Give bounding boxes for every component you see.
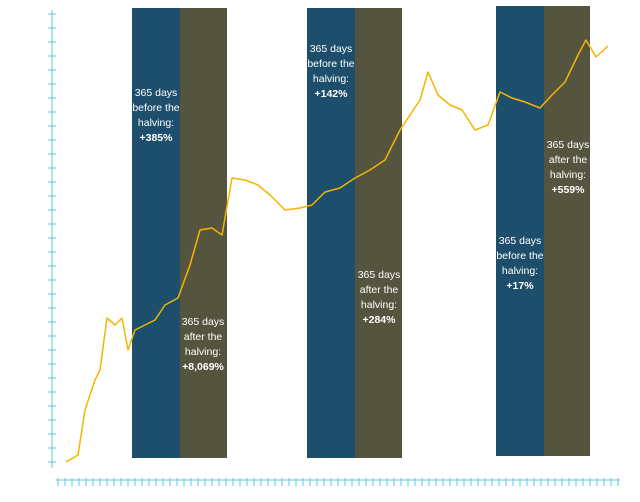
annotation: 365 days after the halving: +8,069% [174,315,232,375]
after-band [544,6,590,456]
after-band [355,8,402,458]
before-band [307,8,355,458]
annotation-value: +142% [314,88,348,100]
annotation-value: +559% [551,184,585,196]
annotation-text: 365 days after the halving: [546,139,590,181]
annotation-text: 365 days before the halving: [307,43,355,85]
annotation-text: 365 days before the halving: [496,235,544,277]
annotation: 365 days before the halving: +142% [306,42,356,102]
annotation-value: +17% [506,280,534,292]
annotation-value: +8,069% [182,361,224,373]
annotation-value: +284% [362,314,396,326]
before-band [132,8,180,458]
annotation-text: 365 days after the halving: [181,316,225,358]
annotation-text: 365 days before the halving: [132,87,180,129]
annotation: 365 days before the halving: +17% [495,234,545,294]
before-band [496,6,544,456]
annotation: 365 days after the halving: +284% [354,268,404,328]
annotation-text: 365 days after the halving: [357,269,401,311]
annotation: 365 days before the halving: +385% [131,86,181,146]
annotation: 365 days after the halving: +559% [543,138,593,198]
annotation-value: +385% [139,132,173,144]
price-line [65,39,609,463]
